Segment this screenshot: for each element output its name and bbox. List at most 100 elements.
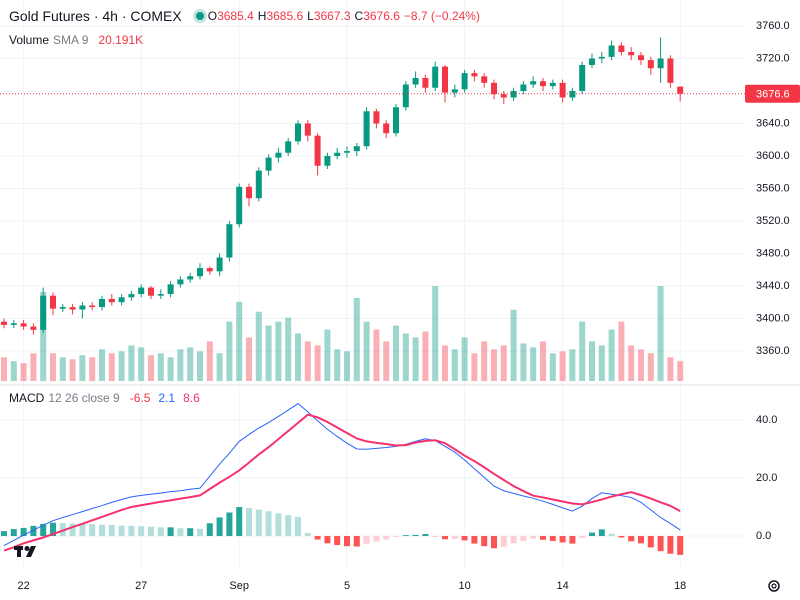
macd-histogram-bar <box>216 517 223 537</box>
macd-histogram-bar <box>520 536 527 541</box>
candle-body <box>187 276 194 280</box>
tv-logo <box>14 546 36 557</box>
volume-bar <box>89 357 96 381</box>
candle-body <box>30 326 37 330</box>
macd-histogram-bar <box>10 529 17 537</box>
volume-bar <box>422 331 429 381</box>
macd-histogram-bar <box>667 536 674 554</box>
volume-bar <box>69 359 76 381</box>
macd-histogram-bar <box>50 522 56 537</box>
candle-body <box>236 186 243 225</box>
candle-body <box>295 123 301 142</box>
volume-bar <box>187 347 194 381</box>
y-tick-label: 3720.0 <box>756 52 790 64</box>
candle-body <box>324 155 331 166</box>
volume-bar <box>59 357 66 381</box>
macd-histogram-bar <box>471 536 478 544</box>
candle-body <box>50 295 56 309</box>
volume-bar <box>363 321 370 381</box>
macd-histogram-bar <box>30 525 37 537</box>
candle-body <box>412 77 419 85</box>
macd-histogram-bar <box>491 536 497 549</box>
macd-histogram-bar <box>128 525 135 537</box>
candle-body <box>491 82 497 95</box>
candle-body <box>422 77 429 88</box>
macd-histogram-bar <box>20 527 27 537</box>
ohlc-value: 3685.4 <box>217 9 254 23</box>
y-tick-label: 3400.0 <box>756 312 790 324</box>
volume-bar <box>236 301 243 381</box>
macd-histogram-bar <box>1 531 7 537</box>
macd-histogram-bar <box>353 536 360 547</box>
volume-bar <box>177 349 184 381</box>
macd-histogram-bar <box>334 536 341 546</box>
candle-body <box>481 76 488 83</box>
macd-histogram-bar <box>236 507 243 537</box>
ohlc-value: 3676.6 <box>363 9 400 23</box>
candle-body <box>598 56 605 59</box>
candle-body <box>157 294 164 296</box>
macd-histogram-bar <box>89 524 96 537</box>
macd-histogram-bar <box>177 528 184 537</box>
ohlc-value: 3667.3 <box>313 9 351 23</box>
volume-bar <box>157 353 164 381</box>
volume-bar <box>500 345 507 381</box>
macd-params: 12 26 close 9 <box>48 391 120 405</box>
macd-histogram-bar <box>451 536 458 539</box>
macd-histogram-bar <box>314 536 321 540</box>
volume-bar <box>657 286 664 381</box>
volume-bar <box>540 341 546 381</box>
candle-body <box>353 146 360 152</box>
macd-histogram-bar <box>118 525 125 537</box>
macd-histogram-bar <box>226 512 233 537</box>
volume-bar <box>530 347 537 381</box>
y-tick-label: 3640.0 <box>756 117 790 129</box>
macd-histogram-bar <box>559 536 566 543</box>
volume-indicator-value: 20.191K <box>98 33 144 47</box>
candle-body <box>344 151 350 153</box>
volume-legend: Volume SMA 9 20.191K <box>9 33 147 47</box>
macd-histogram-bar <box>79 523 86 537</box>
settings-icon[interactable] <box>768 580 780 592</box>
macd-histogram-bar <box>40 523 47 537</box>
macd-histogram-bar <box>608 533 615 537</box>
candle-body <box>569 90 576 98</box>
macd-histogram-bar <box>187 528 194 537</box>
macd-histogram-bar <box>412 534 419 537</box>
ohlc-value: 3685.6 <box>266 9 304 23</box>
candle-body <box>442 66 448 93</box>
candle-body <box>393 107 399 134</box>
candle-body <box>118 297 125 303</box>
volume-bar <box>383 341 390 381</box>
candle-body <box>177 279 184 285</box>
macd-histogram-bar <box>422 534 429 537</box>
candle-body <box>657 58 664 69</box>
volume-bar <box>491 349 497 381</box>
volume-bar <box>677 361 684 381</box>
y-tick-label: 3480.0 <box>756 247 790 259</box>
macd-histogram-bar <box>275 513 282 537</box>
macd-histogram-bar <box>461 536 468 541</box>
candle-body <box>647 60 654 69</box>
macd-histogram-bar <box>638 536 644 544</box>
macd-histogram-bar <box>138 526 145 537</box>
candle-body <box>461 73 468 90</box>
candle-body <box>138 287 145 295</box>
symbol-title[interactable]: Gold Futures · 4h · COMEX <box>9 8 182 24</box>
candle-body <box>471 73 478 77</box>
candle-body <box>226 224 233 258</box>
candle-body <box>638 55 644 61</box>
ohlc-letter: O <box>207 9 218 23</box>
volume-bar <box>442 345 448 381</box>
volume-bar <box>667 357 674 381</box>
volume-bar <box>148 355 154 381</box>
candle-body <box>246 186 252 199</box>
macd-histogram-bar <box>304 533 311 537</box>
macd-line <box>3 403 681 547</box>
macd-histogram-bar <box>167 527 174 537</box>
macd-histogram-bar <box>657 536 664 552</box>
volume-bar <box>559 351 566 381</box>
y-tick-label: 3440.0 <box>756 280 790 292</box>
macd-histogram-bar <box>373 536 380 542</box>
candle-body <box>530 81 537 85</box>
